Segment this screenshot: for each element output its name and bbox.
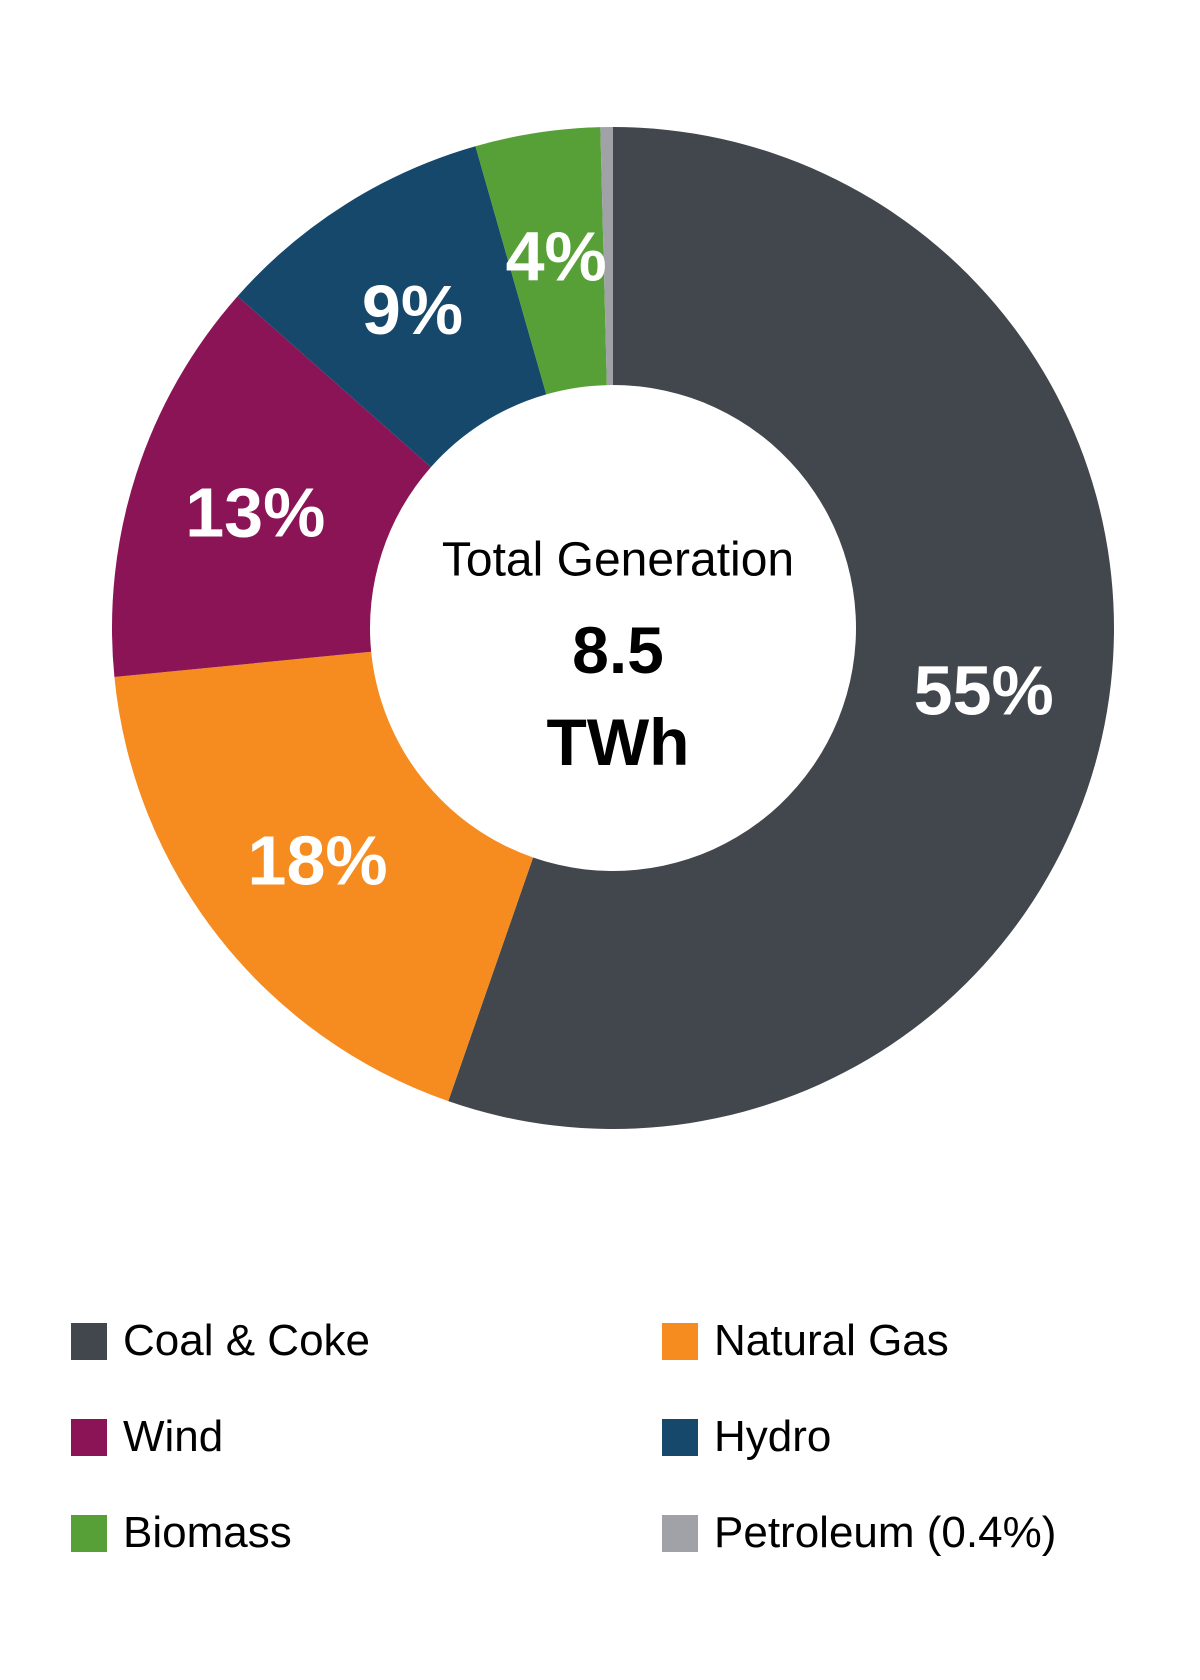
slice-percent-labels: 55% 18% 13% 9% 4% <box>185 217 1054 899</box>
pie-slice-coal-coke <box>448 127 1114 1129</box>
slice-percent-label-hydro: 9% <box>362 271 463 349</box>
slice-percent-label-wind: 13% <box>185 473 325 551</box>
center-label-group: Total Generation 8.5 TWh <box>442 534 794 780</box>
legend-swatch-hydro <box>662 1418 698 1456</box>
legend-item-wind: Wind <box>71 1389 370 1485</box>
slice-percent-label-biomass: 4% <box>506 217 607 295</box>
legend-item-hydro: Hydro <box>662 1389 1056 1485</box>
legend-label-petroleum: Petroleum (0.4%) <box>714 1508 1057 1557</box>
pie-slices <box>111 127 1114 1129</box>
center-unit: TWh <box>547 705 690 779</box>
slice-percent-label-coal-coke: 55% <box>914 652 1054 730</box>
pie-slice-hydro <box>237 146 547 468</box>
legend-swatch-petroleum <box>662 1514 698 1552</box>
center-value: 8.5 <box>572 613 664 687</box>
legend-swatch-biomass <box>71 1514 107 1552</box>
legend-column-right: Natural Gas Hydro Petroleum (0.4%) <box>662 1293 1056 1581</box>
center-title: Total Generation <box>442 534 794 587</box>
legend-label-biomass: Biomass <box>123 1508 292 1557</box>
legend-item-natural-gas: Natural Gas <box>662 1293 1056 1389</box>
slice-percent-label-natural-gas: 18% <box>248 822 388 900</box>
donut-chart: 55% 18% 13% 9% 4% Total Generation 8.5 TWh <box>111 127 1114 1129</box>
legend-label-wind: Wind <box>123 1412 224 1461</box>
legend-swatch-coal-coke <box>71 1322 107 1360</box>
legend-label-hydro: Hydro <box>714 1412 832 1461</box>
pie-slice-biomass <box>475 127 607 395</box>
legend-item-coal-coke: Coal & Coke <box>71 1293 370 1389</box>
legend-item-biomass: Biomass <box>71 1485 370 1581</box>
pie-slice-wind <box>111 296 431 678</box>
legend-label-natural-gas: Natural Gas <box>714 1316 949 1365</box>
legend-swatch-wind <box>71 1418 107 1456</box>
pie-slice-petroleum <box>600 127 613 386</box>
legend-swatch-natural-gas <box>662 1322 698 1360</box>
legend-item-petroleum: Petroleum (0.4%) <box>662 1485 1056 1581</box>
pie-slice-natural-gas <box>114 651 534 1102</box>
legend-column-left: Coal & Coke Wind Biomass <box>71 1293 370 1581</box>
legend-label-coal-coke: Coal & Coke <box>123 1316 371 1365</box>
